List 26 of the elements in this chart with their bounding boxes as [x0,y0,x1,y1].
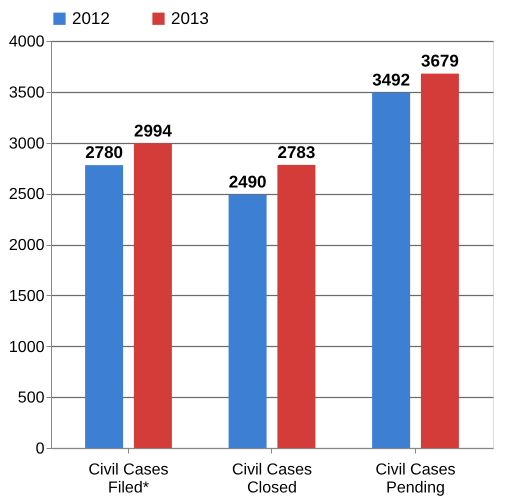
y-tick-label: 2500 [8,186,45,204]
data-label: 2994 [134,121,172,140]
y-tick-label: 2000 [8,237,45,254]
data-label: 2783 [277,142,316,162]
y-tick-label: 1000 [8,338,45,356]
legend-label: 2013 [171,8,209,28]
data-label: 2490 [228,172,267,192]
y-tick-label: 0 [36,440,45,458]
y-tick-label: 3000 [8,135,45,152]
x-tick-label: Civil Cases Filed* [88,462,168,496]
bar [420,74,459,448]
bar [277,164,316,448]
bar [134,143,172,448]
x-tick-label: Civil Cases Pending [376,462,456,496]
data-label: 3679 [420,52,459,71]
data-label: 2780 [85,143,124,162]
bar [372,92,410,448]
y-tick-label: 4000 [8,34,45,50]
y-tick-label: 1500 [8,288,45,305]
bar [85,165,124,448]
data-label: 3492 [372,70,410,90]
bar [228,194,267,448]
x-tick-label: Civil Cases Closed [232,462,312,496]
legend-label: 2012 [72,8,110,28]
y-tick-label: 3500 [8,84,45,102]
y-tick-label: 500 [18,390,45,407]
